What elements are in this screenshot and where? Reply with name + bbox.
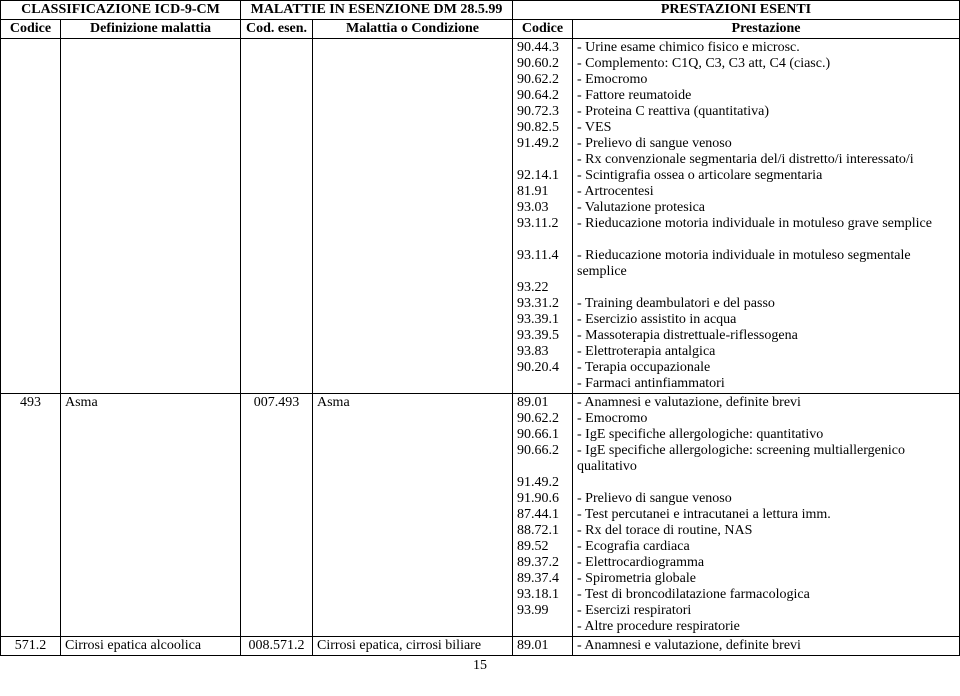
cell-malattia: Asma [313, 394, 513, 637]
hdr-class: CLASSIFICAZIONE ICD-9-CM [1, 1, 241, 20]
table-row: 571.2Cirrosi epatica alcoolica008.571.2C… [1, 637, 960, 656]
table-row: 90.44.390.60.290.62.290.64.290.72.390.82… [1, 39, 960, 394]
col-codice2: Codice [513, 20, 573, 39]
cell-prestazione: - Anamnesi e valutazione, definite brevi [573, 637, 960, 656]
cell-prestazione: - Anamnesi e valutazione, definite brevi… [573, 394, 960, 637]
cell-prest-codes: 90.44.390.60.290.62.290.64.290.72.390.82… [513, 39, 573, 394]
cell-codesen: 007.493 [241, 394, 313, 637]
col-prestazione: Prestazione [573, 20, 960, 39]
cell-prest-codes: 89.01 [513, 637, 573, 656]
cell-codesen [241, 39, 313, 394]
col-def: Definizione malattia [61, 20, 241, 39]
cell-codesen: 008.571.2 [241, 637, 313, 656]
cell-malattia [313, 39, 513, 394]
cell-malattia: Cirrosi epatica, cirrosi biliare [313, 637, 513, 656]
page-number: 15 [0, 656, 960, 674]
cell-prestazione: - Urine esame chimico fisico e microsc.-… [573, 39, 960, 394]
col-codice: Codice [1, 20, 61, 39]
cell-codice: 571.2 [1, 637, 61, 656]
col-malattia: Malattia o Condizione [313, 20, 513, 39]
cell-prest-codes: 89.0190.62.290.66.190.66.2 91.49.291.90.… [513, 394, 573, 637]
cell-definizione: Asma [61, 394, 241, 637]
cell-definizione: Cirrosi epatica alcoolica [61, 637, 241, 656]
cell-definizione [61, 39, 241, 394]
exemption-table: CLASSIFICAZIONE ICD-9-CM MALATTIE IN ESE… [0, 0, 960, 656]
hdr-prest: PRESTAZIONI ESENTI [513, 1, 960, 20]
hdr-malattie: MALATTIE IN ESENZIONE DM 28.5.99 [241, 1, 513, 20]
cell-codice: 493 [1, 394, 61, 637]
col-codesen: Cod. esen. [241, 20, 313, 39]
table-row: 493Asma007.493Asma89.0190.62.290.66.190.… [1, 394, 960, 637]
cell-codice [1, 39, 61, 394]
